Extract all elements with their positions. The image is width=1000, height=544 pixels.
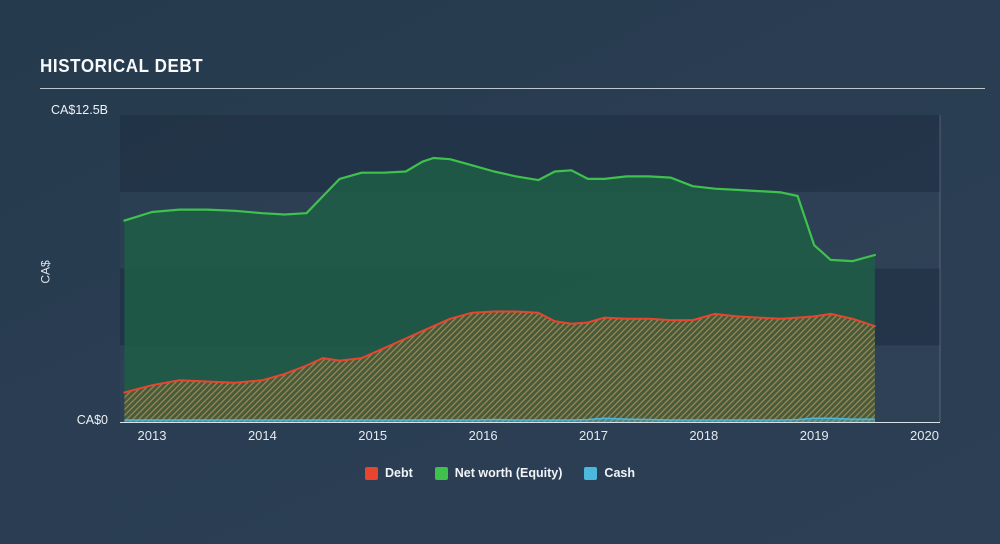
legend-item-debt[interactable]: Debt (365, 466, 413, 480)
x-tick-label: 2013 (138, 428, 167, 443)
net-worth-line (123, 156, 877, 263)
x-tick-label: 2018 (689, 428, 718, 443)
net-worth-swatch-icon (434, 466, 448, 480)
debt-line (123, 310, 876, 394)
x-tick-label: 2017 (579, 428, 608, 443)
debt-area (124, 311, 875, 422)
legend-item-net-worth[interactable]: Net worth (Equity) (434, 466, 563, 480)
cash-swatch-icon (584, 466, 598, 480)
x-tick-label: 2016 (469, 428, 498, 443)
legend: Debt Net worth (Equity) Cash (0, 466, 1000, 480)
y-axis-zero-label: CA$0 (76, 413, 108, 427)
debt-swatch-icon (365, 466, 378, 480)
x-tick-label: 2020 (910, 428, 939, 443)
legend-label-cash: Cash (604, 466, 635, 480)
legend-label-debt: Debt (385, 466, 413, 480)
x-tick-label: 2014 (248, 428, 277, 443)
cash-line (124, 417, 875, 421)
x-tick-label: 2019 (800, 428, 829, 443)
legend-item-cash[interactable]: Cash (584, 466, 635, 480)
page-title: HISTORICAL DEBT (40, 56, 204, 77)
title-underline (40, 88, 985, 89)
y-axis-max-label: CA$12.5B (51, 103, 108, 117)
x-tick-label: 2015 (358, 428, 387, 443)
legend-label-net-worth: Net worth (Equity) (454, 466, 563, 480)
